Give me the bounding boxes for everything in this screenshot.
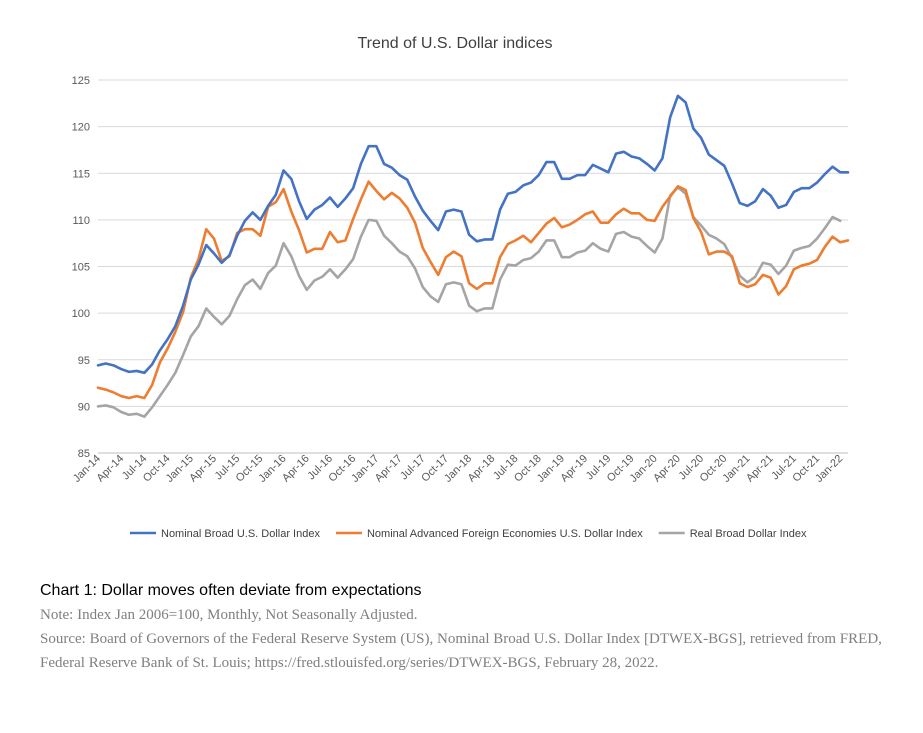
series-line-2 [96, 185, 842, 418]
y-tick-label: 90 [78, 401, 90, 413]
y-tick-label: 85 [78, 448, 90, 460]
x-axis-ticks: Jan-14Apr-14Jul-14Oct-14Jan-15Apr-15Jul-… [71, 453, 846, 485]
legend-label-1: Nominal Advanced Foreign Economies U.S. … [367, 528, 643, 540]
series-line-0 [96, 94, 850, 375]
y-tick-label: 120 [72, 122, 90, 134]
legend-label-0: Nominal Broad U.S. Dollar Index [161, 528, 320, 540]
line-chart: Trend of U.S. Dollar indices 85 90 95 100 10… [71, 35, 850, 540]
y-tick-label: 125 [72, 75, 90, 87]
legend: Nominal Broad U.S. Dollar Index Nominal A… [130, 528, 807, 540]
caption-note: Note: Index Jan 2006=100, Monthly, Not S… [40, 607, 418, 623]
gridlines [98, 79, 848, 454]
series-line-1 [96, 180, 850, 400]
series-lines [96, 94, 850, 418]
chart-title: Trend of U.S. Dollar indices [357, 35, 552, 52]
figure-caption: Chart 1: Dollar moves often deviate from… [40, 582, 900, 675]
y-tick-label: 110 [72, 215, 90, 227]
legend-label-2: Real Broad Dollar Index [690, 528, 807, 540]
y-tick-label: 100 [72, 308, 90, 320]
y-axis-ticks: 85 90 95 100 105 110 115 120 125 [72, 75, 90, 460]
y-tick-label: 105 [72, 262, 90, 274]
caption-source: Source: Board of Governors of the Federa… [40, 631, 882, 671]
caption-title: Chart 1: Dollar moves often deviate from… [40, 582, 422, 599]
y-tick-label: 95 [78, 355, 90, 367]
y-tick-label: 115 [72, 168, 90, 180]
